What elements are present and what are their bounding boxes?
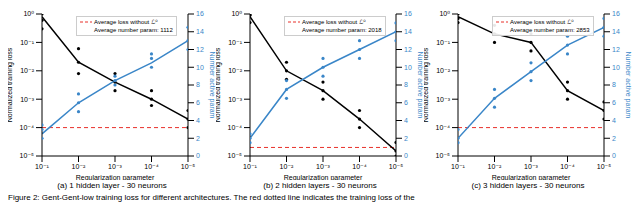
svg-text:10⁻¹: 10⁻¹ [35,163,49,170]
svg-text:4: 4 [196,117,200,124]
svg-text:12: 12 [404,46,412,53]
svg-text:12: 12 [612,46,620,53]
svg-text:10⁻³: 10⁻³ [108,163,122,170]
svg-text:0: 0 [196,152,200,159]
svg-text:10⁻¹: 10⁻¹ [451,163,465,170]
svg-text:2: 2 [404,135,408,142]
svg-text:Number active param: Number active param [208,52,216,119]
svg-text:Normalized training loss: Normalized training loss [424,47,430,122]
svg-text:10⁻⁴: 10⁻⁴ [144,163,159,170]
svg-text:8: 8 [404,81,408,88]
svg-text:0: 0 [612,152,616,159]
svg-text:10⁻⁴: 10⁻⁴ [352,163,367,170]
svg-text:4: 4 [612,117,616,124]
svg-text:12: 12 [196,46,204,53]
svg-text:10: 10 [404,64,412,71]
svg-text:10⁻³: 10⁻³ [436,96,450,103]
svg-text:6: 6 [612,99,616,106]
html-text:(a) 1 hidden layer - 30 neuron: (a) 1 hidden layer - 30 neurons [57,181,167,190]
svg-text:2: 2 [196,135,200,142]
svg-text:2: 2 [612,135,616,142]
svg-text:10⁻²: 10⁻² [72,163,86,170]
svg-text:10⁻⁵: 10⁻⁵ [389,163,403,170]
svg-text:Number active param: Number active param [624,52,632,119]
svg-text:16: 16 [196,10,204,17]
svg-text:10⁻⁵: 10⁻⁵ [436,152,450,159]
svg-text:Regularization parameter: Regularization parameter [492,174,571,180]
svg-text:10⁰: 10⁰ [439,10,450,17]
svg-text:14: 14 [196,28,204,35]
svg-text:16: 16 [612,10,620,17]
svg-text:14: 14 [612,28,620,35]
svg-text:10⁻²: 10⁻² [280,163,294,170]
svg-text:10⁻¹: 10⁻¹ [436,39,450,46]
svg-text:6: 6 [196,99,200,106]
svg-text:Normalized training loss: Normalized training loss [216,47,222,122]
html-text:Average loss without ℒ⁰: Average loss without ℒ⁰ [510,19,574,25]
svg-text:4: 4 [404,117,408,124]
svg-text:10⁻⁵: 10⁻⁵ [597,163,611,170]
svg-text:10⁻³: 10⁻³ [20,96,34,103]
svg-text:10: 10 [196,64,204,71]
svg-text:10⁻¹: 10⁻¹ [20,39,34,46]
svg-text:10⁻³: 10⁻³ [228,96,242,103]
svg-text:0: 0 [404,152,408,159]
svg-text:10⁻²: 10⁻² [436,67,450,74]
html-text:Average number param: 2018: Average number param: 2018 [302,27,382,33]
svg-text:16: 16 [404,10,412,17]
svg-text:10⁻⁵: 10⁻⁵ [228,152,242,159]
svg-text:Regularization parameter: Regularization parameter [284,174,363,180]
html-text:Average loss without ℒ⁰: Average loss without ℒ⁰ [302,19,366,25]
svg-text:10⁻⁵: 10⁻⁵ [181,163,195,170]
svg-text:Regularization parameter: Regularization parameter [76,174,155,180]
svg-text:10⁰: 10⁰ [23,10,34,17]
svg-text:Number active param: Number active param [416,52,424,119]
svg-text:6: 6 [404,99,408,106]
svg-text:14: 14 [404,28,412,35]
svg-text:10⁻¹: 10⁻¹ [243,163,257,170]
html-text:Average number param: 1112: Average number param: 1112 [94,27,173,33]
svg-text:10⁻²: 10⁻² [228,67,242,74]
svg-text:10⁻⁴: 10⁻⁴ [228,124,243,131]
svg-text:10⁻²: 10⁻² [488,163,502,170]
html-text:(b) 2 hidden layers - 30 neuro: (b) 2 hidden layers - 30 neurons [263,181,377,190]
svg-text:10⁻¹: 10⁻¹ [228,39,242,46]
svg-text:Normalized training loss: Normalized training loss [8,47,14,122]
svg-text:10⁻⁴: 10⁻⁴ [436,124,451,131]
html-text:Average loss without ℒ⁰: Average loss without ℒ⁰ [94,19,158,25]
html-text:(c) 3 hidden layers - 30 neuro: (c) 3 hidden layers - 30 neurons [471,181,585,190]
svg-text:10⁻⁴: 10⁻⁴ [560,163,575,170]
html-text:Figure 2: Gent-Gent-low traini: Figure 2: Gent-Gent-low training loss fo… [8,193,415,202]
svg-text:10⁻³: 10⁻³ [524,163,538,170]
svg-text:8: 8 [612,81,616,88]
svg-text:10⁻⁵: 10⁻⁵ [20,152,34,159]
svg-text:10⁰: 10⁰ [231,10,242,17]
svg-text:8: 8 [196,81,200,88]
svg-text:10⁻²: 10⁻² [20,67,34,74]
svg-text:10⁻⁴: 10⁻⁴ [20,124,35,131]
svg-text:10: 10 [612,64,620,71]
html-text:Average number param: 2853: Average number param: 2853 [510,27,590,33]
svg-text:10⁻³: 10⁻³ [316,163,330,170]
